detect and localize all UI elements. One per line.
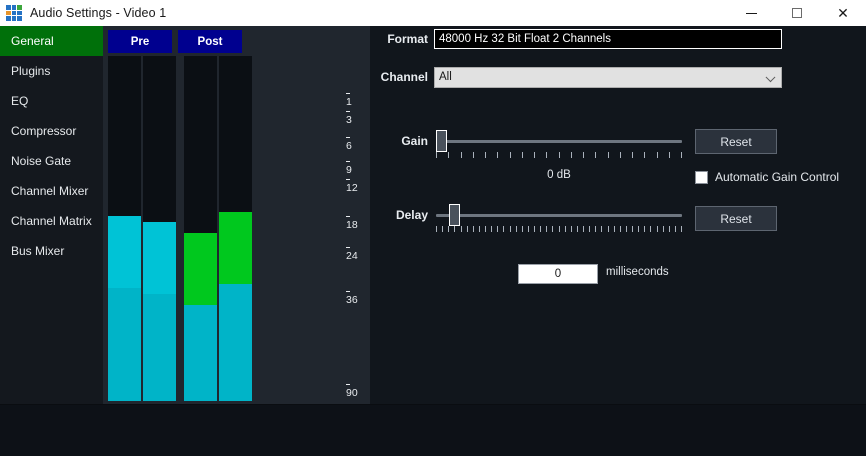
meter-bars xyxy=(108,56,252,401)
scale-tick: 12 xyxy=(346,179,358,194)
delay-slider-thumb[interactable] xyxy=(449,204,460,226)
delay-input[interactable]: 0 xyxy=(518,264,598,284)
sidebar-item-noise-gate[interactable]: Noise Gate xyxy=(11,154,72,168)
channel-select-value: All xyxy=(439,71,452,83)
settings-form: Format 48000 Hz 32 Bit Float 2 Channels … xyxy=(370,26,866,405)
scale-tick: 24 xyxy=(346,247,358,262)
window-controls: ✕ xyxy=(728,0,866,26)
delay-slider-ticks xyxy=(436,226,682,232)
gain-label: Gain xyxy=(401,134,428,148)
format-input[interactable]: 48000 Hz 32 Bit Float 2 Channels xyxy=(434,29,782,49)
channel-select[interactable]: All xyxy=(434,67,782,88)
gain-reset-button[interactable]: Reset xyxy=(695,129,777,154)
close-window-button[interactable]: ✕ xyxy=(820,0,866,26)
close-icon: ✕ xyxy=(837,5,849,21)
gain-value: 0 dB xyxy=(547,169,571,181)
sidebar-item-bus-mixer[interactable]: Bus Mixer xyxy=(11,244,65,258)
delay-slider-track[interactable] xyxy=(436,214,682,217)
delay-label: Delay xyxy=(395,208,428,222)
automatic-gain-control-label: Automatic Gain Control xyxy=(715,170,840,184)
minimize-icon xyxy=(745,12,757,14)
scale-tick: 9 xyxy=(346,161,352,176)
bottom-bar: Visible in Mixer Solo PFL Close xyxy=(0,405,866,456)
scale-tick: 90 xyxy=(346,384,358,399)
sidebar-item-eq[interactable]: EQ xyxy=(11,94,29,108)
scale-tick: 1 xyxy=(346,93,352,108)
gain-slider-thumb[interactable] xyxy=(436,130,447,152)
meter-tab-pre[interactable]: Pre xyxy=(108,30,172,53)
meter-bar-post-right[interactable] xyxy=(219,56,252,401)
sidebar-item-general[interactable]: General xyxy=(0,26,103,56)
gain-slider-track[interactable] xyxy=(436,140,682,143)
scale-tick: 36 xyxy=(346,291,358,306)
sidebar-item-channel-mixer[interactable]: Channel Mixer xyxy=(11,184,89,198)
meter-scale: 1 3 6 9 12 18 24 36 90 xyxy=(346,56,370,401)
meter-bar-pre-left[interactable] xyxy=(108,56,141,401)
window-title: Audio Settings - Video 1 xyxy=(30,6,167,20)
scale-tick: 6 xyxy=(346,137,352,152)
title-bar: Audio Settings - Video 1 ✕ xyxy=(0,0,866,26)
minimize-button[interactable] xyxy=(728,0,774,26)
meter-fill-peak xyxy=(219,212,252,284)
delay-reset-button[interactable]: Reset xyxy=(695,206,777,231)
panel-divider xyxy=(0,404,866,405)
automatic-gain-control-checkbox[interactable] xyxy=(695,170,708,184)
sidebar: General Plugins EQ Compressor Noise Gate… xyxy=(0,26,103,405)
automatic-gain-control-row[interactable]: Automatic Gain Control xyxy=(695,170,839,184)
meter-bar-pre-right[interactable] xyxy=(143,56,176,401)
meter-fill-peak xyxy=(108,216,141,288)
scale-tick: 18 xyxy=(346,216,358,231)
level-meter-panel: Pre Post xyxy=(103,26,370,419)
gain-slider-ticks xyxy=(436,152,682,158)
meter-tabs: Pre Post xyxy=(108,30,242,53)
meter-tab-post[interactable]: Post xyxy=(178,30,242,53)
sidebar-item-plugins[interactable]: Plugins xyxy=(11,64,51,78)
delay-unit-label: milliseconds xyxy=(606,266,669,278)
format-label: Format xyxy=(387,32,428,46)
channel-label: Channel xyxy=(380,70,428,84)
meter-fill-peak xyxy=(184,233,217,305)
sidebar-item-compressor[interactable]: Compressor xyxy=(11,124,77,138)
maximize-button[interactable] xyxy=(774,0,820,26)
chevron-down-icon xyxy=(765,71,776,82)
scale-tick: 3 xyxy=(346,111,352,126)
meter-fill-peak xyxy=(143,222,176,294)
meter-bar-post-left[interactable] xyxy=(184,56,217,401)
sidebar-item-channel-matrix[interactable]: Channel Matrix xyxy=(11,214,92,228)
maximize-icon xyxy=(792,8,802,18)
app-grid-icon xyxy=(6,5,22,21)
